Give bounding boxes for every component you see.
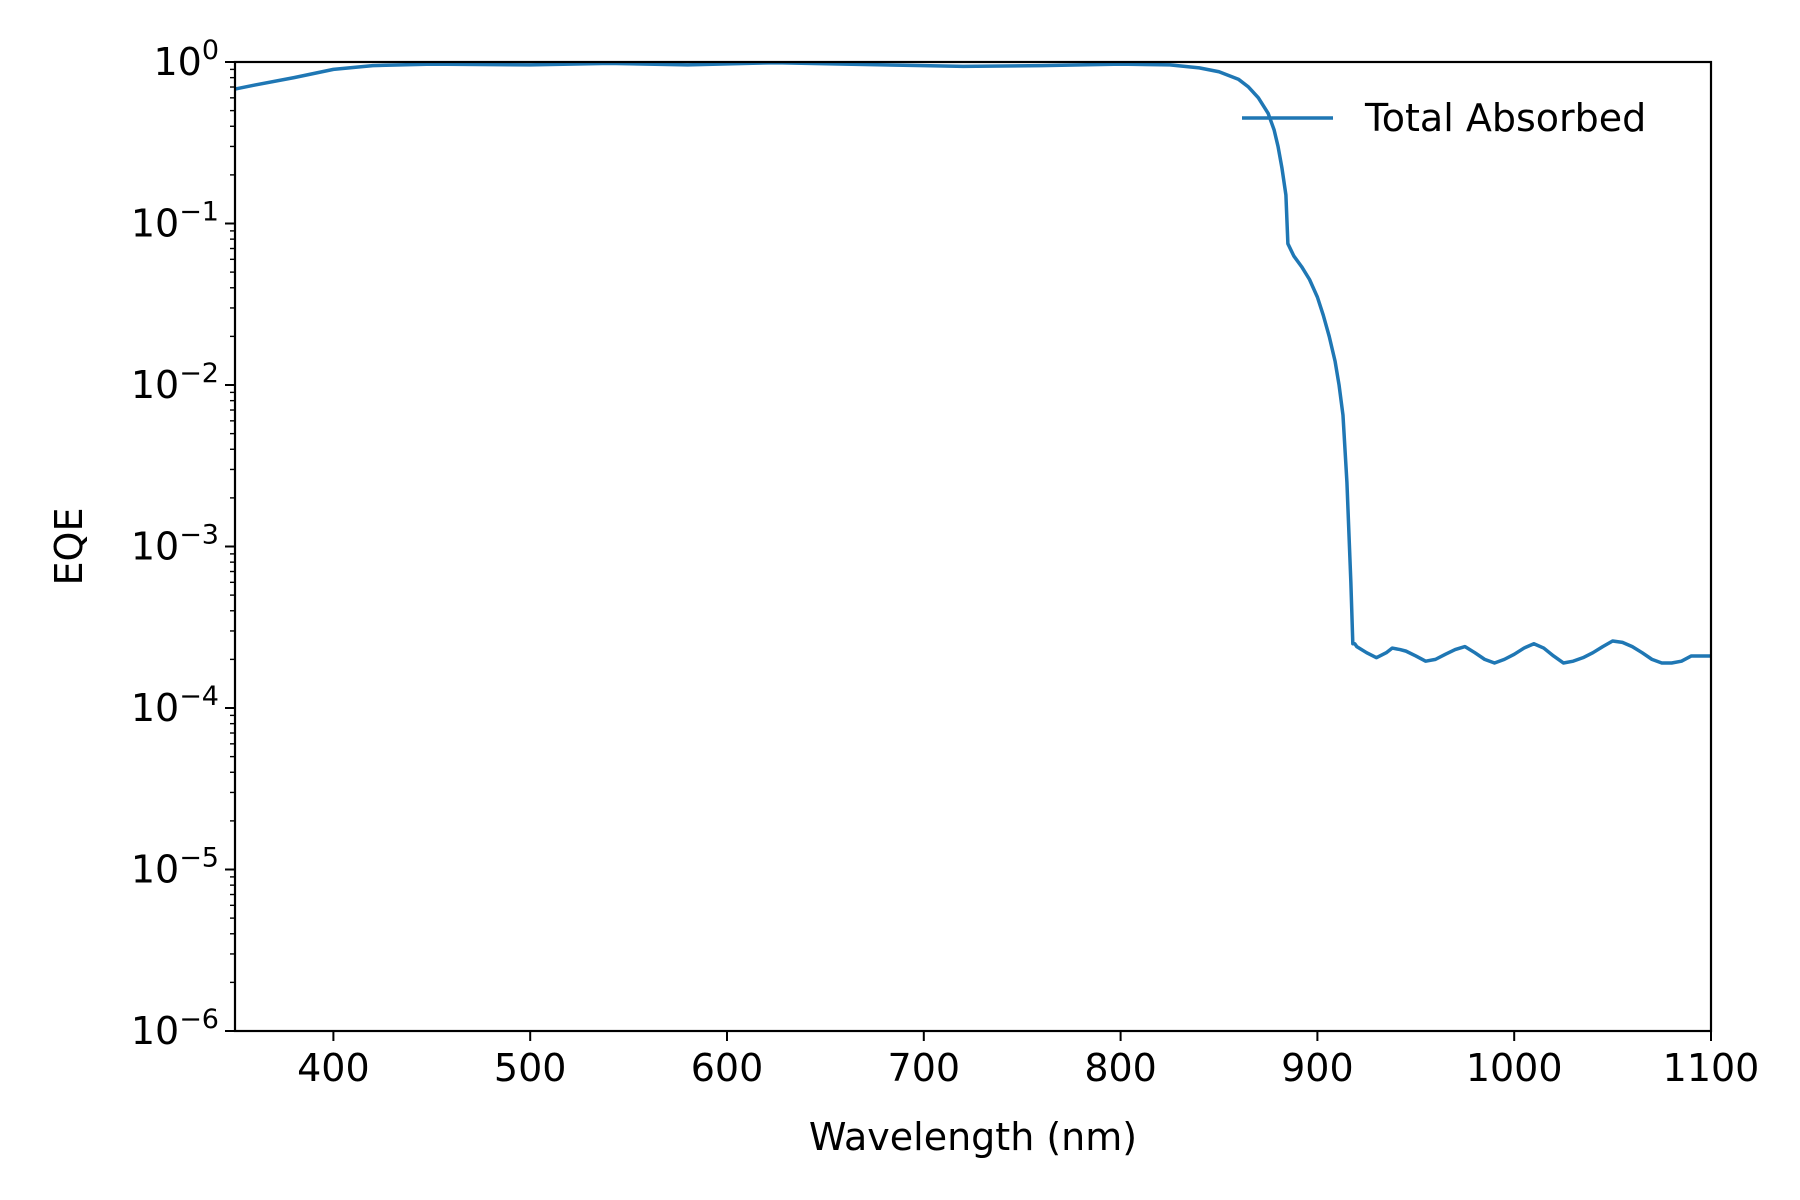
x-tick-label: 600 [691,1046,764,1090]
x-tick-label: 700 [888,1046,961,1090]
x-tick-label: 1000 [1466,1046,1563,1090]
y-tick-label: 100 [153,35,219,84]
x-axis-title: Wavelength (nm) [809,1115,1137,1159]
y-tick-label: 10−4 [131,681,219,730]
series-layer [234,60,1711,665]
x-tick-label: 800 [1084,1046,1157,1090]
legend: Total Absorbed [1242,96,1646,140]
y-tick-label: 10−5 [131,843,219,892]
plot-area-frame [233,60,1713,1033]
legend-label-total-absorbed: Total Absorbed [1364,96,1646,140]
x-tick-label: 1100 [1663,1046,1760,1090]
x-tick-label: 500 [494,1046,567,1090]
y-tick-label: 10−2 [131,358,219,407]
y-tick-label: 10−6 [131,1004,219,1053]
y-tick-label: 10−1 [131,197,219,246]
x-tick-label: 900 [1281,1046,1354,1090]
ticks-layer: 400 500 600 700 800 900 1000 1100 10−6 10−5 10−4 10… [131,35,1760,1090]
x-tick-label: 400 [297,1046,370,1090]
y-axis-title: EQE [47,508,91,586]
y-tick-label: 10−3 [131,520,219,569]
series-line-total-absorbed [234,60,1711,665]
